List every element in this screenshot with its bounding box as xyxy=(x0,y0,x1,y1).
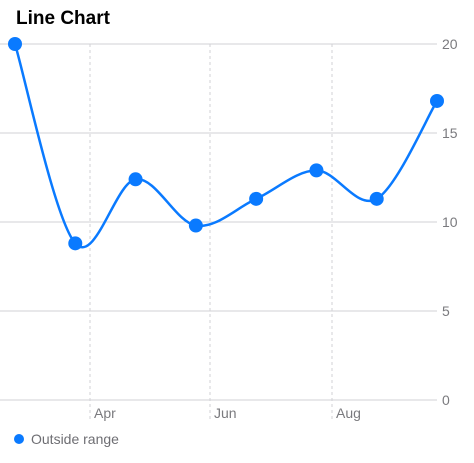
x-axis-tick-labels: Apr Jun Aug xyxy=(94,405,361,421)
y-axis-tick-labels: 0 5 10 15 20 xyxy=(442,36,458,408)
legend: Outside range xyxy=(14,431,119,447)
data-point xyxy=(68,236,83,251)
x-tick-label: Jun xyxy=(214,405,237,421)
data-point xyxy=(128,172,143,187)
x-gridlines xyxy=(89,44,333,420)
series-points xyxy=(8,37,444,251)
data-point xyxy=(430,93,444,108)
x-tick-label: Apr xyxy=(94,405,116,421)
x-tick-label: Aug xyxy=(336,405,361,421)
chart-title: Line Chart xyxy=(16,8,110,29)
series-lines xyxy=(13,42,439,249)
data-point xyxy=(309,163,324,178)
y-tick-label: 20 xyxy=(442,36,458,52)
legend-swatch xyxy=(14,434,24,444)
data-point xyxy=(249,191,264,206)
y-tick-label: 5 xyxy=(442,303,450,319)
y-tick-label: 15 xyxy=(442,125,458,141)
data-point xyxy=(8,37,22,51)
y-tick-label: 10 xyxy=(442,214,458,230)
data-point xyxy=(188,218,203,233)
legend-label: Outside range xyxy=(31,431,119,447)
data-point xyxy=(369,191,384,206)
series-line xyxy=(13,42,439,249)
y-tick-label: 0 xyxy=(442,392,450,408)
